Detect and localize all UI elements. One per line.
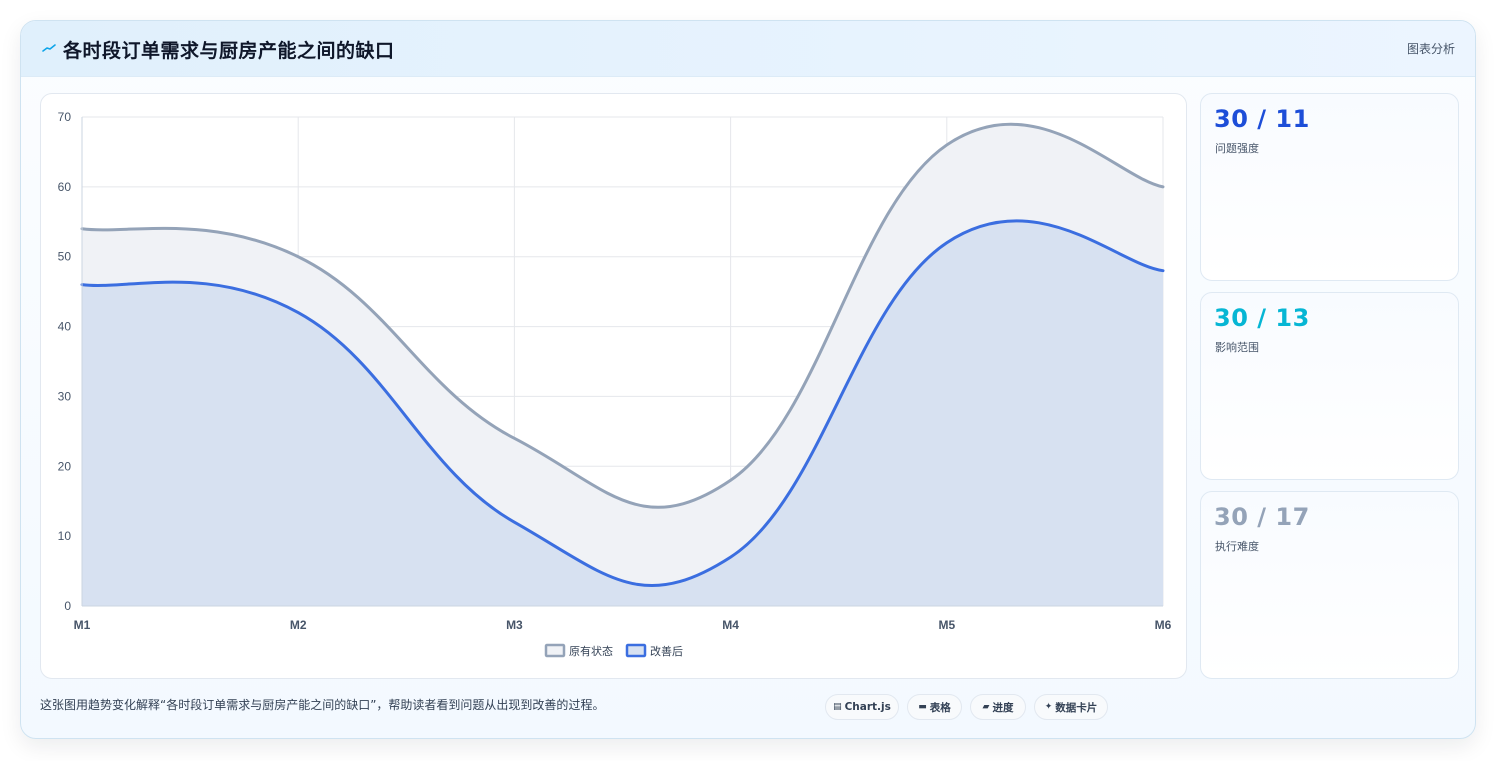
legend-label: 改善后 [650, 644, 683, 658]
legend: 原有状态 改善后 [544, 643, 683, 658]
chip-table[interactable]: ▬ 表格 [907, 694, 962, 720]
y-tick-label: 10 [58, 529, 72, 543]
series-line-1 [80, 219, 1165, 588]
chart-caption: 这张图用趋势变化解释“各时段订单需求与厨房产能之间的缺口”，帮助读者看到问题从出… [40, 698, 605, 712]
y-tick-label: 0 [64, 599, 71, 613]
legend-label: 原有状态 [569, 644, 613, 658]
x-tick-label: M5 [938, 618, 955, 632]
y-tick-label: 40 [58, 320, 72, 334]
x-tick-label: M3 [506, 618, 523, 632]
y-tick-label: 30 [58, 389, 72, 403]
chip-label: 表格 [929, 701, 951, 714]
series-lines [80, 122, 1165, 588]
chip-label: Chart.js [844, 701, 891, 713]
series-area-1 [82, 220, 1163, 606]
card-header: 各时段订单需求与厨房产能之间的缺口 图表分析 [21, 21, 1475, 77]
area-chart: 0 10 20 30 40 50 60 70 M1 M2 M3 M4 M5 M6 原有状态 改善后 [58, 110, 1172, 658]
chip-label: 数据卡片 [1055, 701, 1098, 714]
trend-line-icon [42, 44, 56, 52]
chart-icon: ▤ [833, 702, 842, 712]
chip-label: 进度 [992, 701, 1014, 714]
y-tick-label: 50 [58, 250, 72, 264]
stat-value: 30 / 13 [1214, 304, 1310, 332]
chip-chartjs[interactable]: ▤ Chart.js [825, 694, 899, 720]
stat-card-scope: 30 / 13 影响范围 [1200, 292, 1459, 480]
table-icon: ▬ [918, 702, 927, 712]
series-line-0 [80, 122, 1165, 509]
stat-value: 30 / 17 [1214, 503, 1310, 531]
stat-value: 30 / 11 [1214, 105, 1310, 133]
chip-data-card[interactable]: ✦ 数据卡片 [1034, 694, 1108, 720]
stat-card-intensity: 30 / 11 问题强度 [1200, 93, 1459, 281]
sparkle-icon: ✦ [1044, 702, 1053, 712]
x-tick-label: M2 [290, 618, 307, 632]
stat-label: 问题强度 [1215, 142, 1259, 155]
chart-card: 各时段订单需求与厨房产能之间的缺口 图表分析 0 10 20 30 40 50 60 70 M1… [20, 20, 1476, 739]
chart-panel: 0 10 20 30 40 50 60 70 M1 M2 M3 M4 M5 M6 原有状态 改善后 [40, 93, 1187, 679]
chart-analysis-tag: 图表分析 [1406, 42, 1455, 56]
stat-label: 执行难度 [1215, 540, 1259, 553]
stat-card-difficulty: 30 / 17 执行难度 [1200, 491, 1459, 679]
legend-swatch [625, 643, 647, 658]
progress-icon: ▰ [982, 702, 990, 712]
x-tick-label: M4 [722, 618, 739, 632]
stat-label: 影响范围 [1215, 341, 1259, 354]
legend-swatch [544, 643, 566, 658]
page-title: 各时段订单需求与厨房产能之间的缺口 [63, 40, 395, 62]
chip-progress[interactable]: ▰ 进度 [970, 694, 1026, 720]
y-tick-label: 20 [58, 459, 72, 473]
x-tick-label: M6 [1155, 618, 1172, 632]
axes: 0 10 20 30 40 50 60 70 M1 M2 M3 M4 M5 M6 [58, 110, 1172, 632]
y-tick-label: 70 [58, 110, 72, 124]
x-tick-label: M1 [74, 618, 91, 632]
series-areas [82, 124, 1163, 606]
y-tick-label: 60 [58, 180, 72, 194]
